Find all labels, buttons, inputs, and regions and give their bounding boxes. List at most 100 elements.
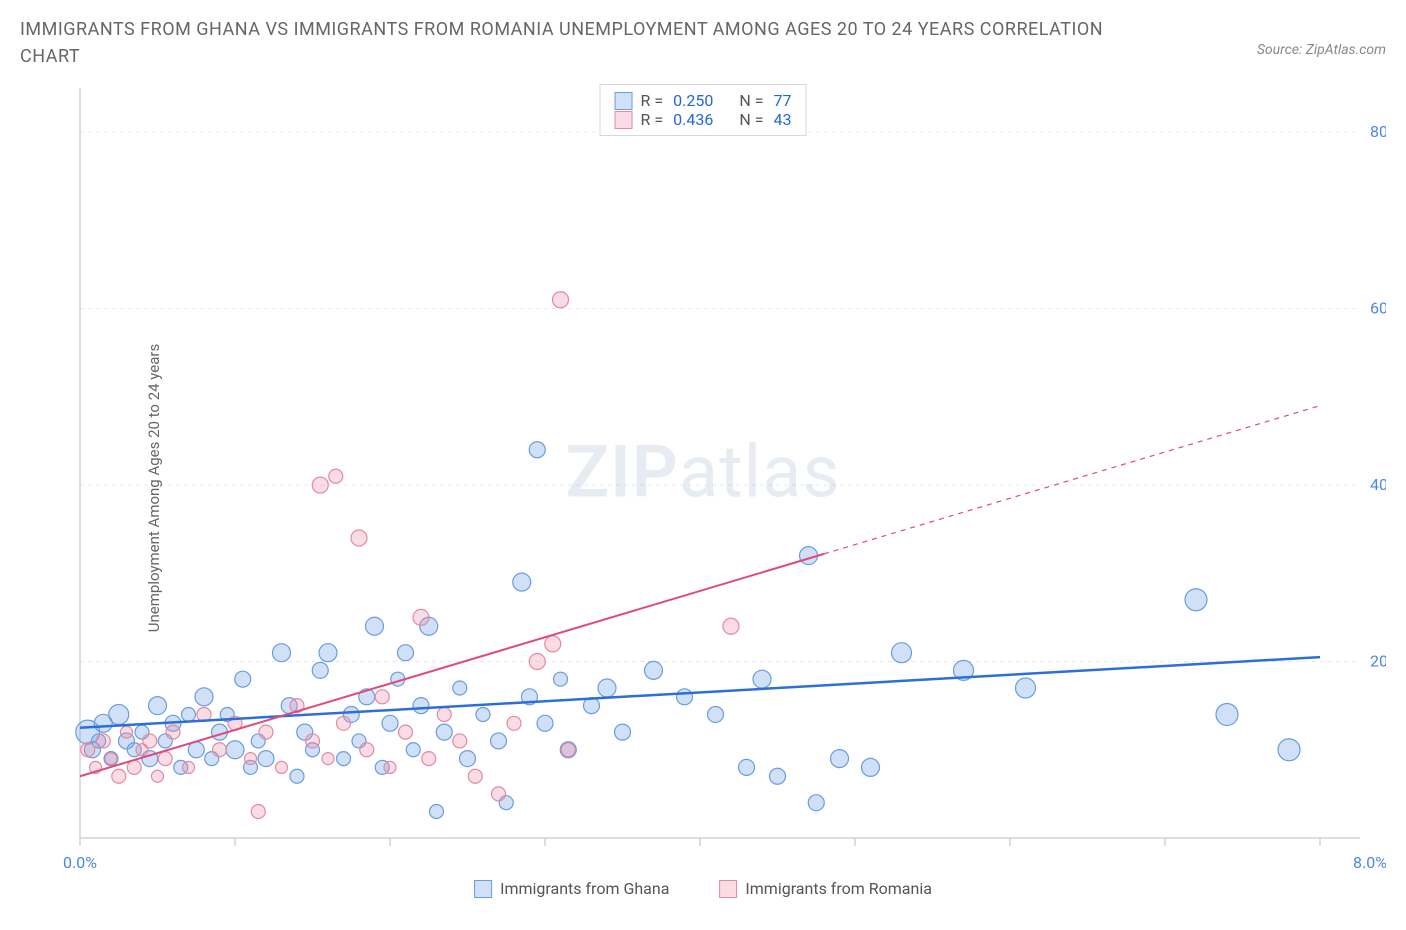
legend-swatch bbox=[615, 92, 633, 110]
data-point bbox=[312, 477, 328, 493]
data-point bbox=[708, 706, 724, 722]
n-label: N = bbox=[739, 91, 763, 110]
data-point bbox=[413, 698, 429, 714]
n-label: N = bbox=[739, 110, 763, 129]
data-point bbox=[276, 761, 288, 773]
data-point bbox=[182, 707, 196, 721]
data-point bbox=[453, 734, 467, 748]
r-label: R = bbox=[641, 91, 664, 110]
data-point bbox=[492, 787, 506, 801]
data-point bbox=[366, 617, 384, 635]
data-point bbox=[273, 644, 291, 662]
data-point bbox=[507, 716, 521, 730]
data-point bbox=[213, 743, 227, 757]
data-point bbox=[537, 715, 553, 731]
data-point bbox=[226, 741, 244, 759]
y-tick-label: 40.0% bbox=[1370, 475, 1386, 494]
data-point bbox=[561, 743, 575, 757]
data-point bbox=[195, 688, 213, 706]
chart-header: IMMIGRANTS FROM GHANA VS IMMIGRANTS FROM… bbox=[20, 16, 1386, 70]
data-point bbox=[105, 753, 117, 765]
data-point bbox=[384, 761, 396, 773]
data-point bbox=[329, 469, 343, 483]
data-point bbox=[337, 752, 351, 766]
trend-line bbox=[80, 657, 1320, 728]
x-tick-label: 0.0% bbox=[63, 853, 97, 872]
trend-line-extrapolated bbox=[824, 406, 1320, 554]
data-point bbox=[553, 292, 569, 308]
data-point bbox=[306, 734, 320, 748]
data-point bbox=[615, 724, 631, 740]
data-point bbox=[149, 697, 167, 715]
y-tick-label: 80.0% bbox=[1370, 122, 1386, 141]
data-point bbox=[554, 672, 568, 686]
n-value: 77 bbox=[773, 91, 791, 110]
data-point bbox=[121, 726, 133, 738]
data-point bbox=[598, 679, 616, 697]
y-axis-label: Unemployment Among Ages 20 to 24 years bbox=[145, 344, 163, 632]
data-point bbox=[312, 662, 328, 678]
data-point bbox=[245, 753, 257, 765]
data-point bbox=[258, 751, 274, 767]
stats-legend: R = 0.250 N = 77 R = 0.436 N = 43 bbox=[600, 84, 807, 136]
data-point bbox=[351, 530, 367, 546]
stats-legend-row: R = 0.436 N = 43 bbox=[615, 110, 792, 129]
data-point bbox=[1278, 739, 1300, 761]
data-point bbox=[862, 758, 880, 776]
x-tick-label: 8.0% bbox=[1353, 853, 1386, 872]
legend-swatch bbox=[615, 111, 633, 129]
data-point bbox=[322, 753, 334, 765]
data-point bbox=[166, 725, 180, 739]
data-point bbox=[1185, 589, 1207, 611]
data-point bbox=[831, 750, 849, 768]
data-point bbox=[545, 636, 561, 652]
data-point bbox=[739, 759, 755, 775]
scatter-plot-svg: 20.0%40.0%60.0%80.0%0.0%8.0% bbox=[20, 78, 1386, 898]
data-point bbox=[753, 670, 771, 688]
legend-item: Immigrants from Ghana bbox=[474, 879, 669, 898]
legend-swatch bbox=[474, 880, 492, 898]
data-point bbox=[399, 725, 413, 739]
data-point bbox=[645, 661, 663, 679]
data-point bbox=[183, 761, 195, 773]
data-point bbox=[513, 573, 531, 591]
source-attribution: Source: ZipAtlas.com bbox=[1257, 42, 1386, 58]
data-point bbox=[96, 734, 110, 748]
data-point bbox=[235, 671, 251, 687]
data-point bbox=[460, 751, 476, 767]
data-point bbox=[430, 805, 444, 819]
data-point bbox=[337, 716, 351, 730]
data-point bbox=[290, 769, 304, 783]
data-point bbox=[468, 769, 482, 783]
legend-item: Immigrants from Romania bbox=[719, 879, 932, 898]
data-point bbox=[476, 707, 490, 721]
data-point bbox=[529, 442, 545, 458]
data-point bbox=[406, 743, 420, 757]
legend-label: Immigrants from Romania bbox=[745, 879, 932, 898]
r-label: R = bbox=[641, 110, 664, 129]
data-point bbox=[1216, 703, 1238, 725]
data-point bbox=[259, 725, 273, 739]
r-value: 0.250 bbox=[673, 91, 713, 110]
data-point bbox=[453, 681, 467, 695]
chart-title: IMMIGRANTS FROM GHANA VS IMMIGRANTS FROM… bbox=[20, 16, 1120, 70]
data-point bbox=[143, 734, 157, 748]
data-point bbox=[382, 715, 398, 731]
data-point bbox=[158, 752, 172, 766]
data-point bbox=[1016, 678, 1036, 698]
data-point bbox=[81, 743, 95, 757]
data-point bbox=[112, 769, 126, 783]
stats-legend-row: R = 0.250 N = 77 bbox=[615, 91, 792, 110]
series-legend: Immigrants from Ghana Immigrants from Rom… bbox=[474, 879, 932, 898]
data-point bbox=[422, 752, 436, 766]
data-point bbox=[436, 724, 452, 740]
data-point bbox=[109, 704, 129, 724]
data-point bbox=[319, 644, 337, 662]
data-point bbox=[152, 770, 164, 782]
n-value: 43 bbox=[773, 110, 791, 129]
data-point bbox=[677, 689, 693, 705]
data-point bbox=[892, 643, 912, 663]
data-point bbox=[770, 768, 786, 784]
trend-line bbox=[80, 554, 824, 776]
r-value: 0.436 bbox=[673, 110, 713, 129]
